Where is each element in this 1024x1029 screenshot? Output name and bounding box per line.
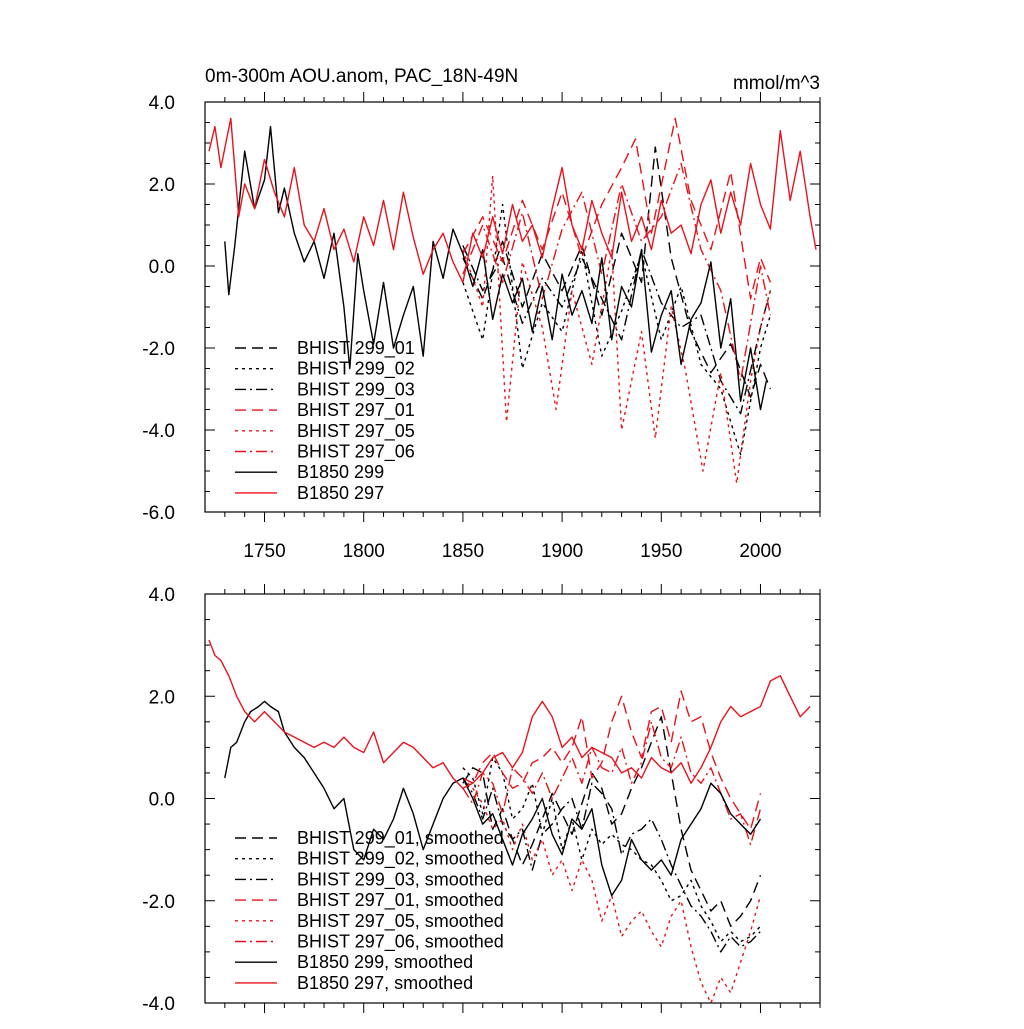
y-tick-label: -2.0 xyxy=(142,892,175,913)
series-line-b1850-297-smoothed xyxy=(208,639,811,789)
legend-label: BHIST 299_01, smoothed xyxy=(297,828,504,849)
series-line-bhist-297-06-smoothed xyxy=(462,721,762,846)
y-tick-label: -2.0 xyxy=(142,339,175,360)
top-panel-units: mmol/m^3 xyxy=(733,73,820,94)
legend-label: BHIST 297_06, smoothed xyxy=(297,932,504,953)
x-tick-label: 1850 xyxy=(442,541,484,562)
top-panel: 0m-300m AOU.anom, PAC_18N-49N mmol/m^3 -… xyxy=(142,66,821,562)
series-line-bhist-299-02 xyxy=(462,203,772,456)
legend-label: BHIST 299_02, smoothed xyxy=(297,849,504,870)
series-line-bhist-297-06 xyxy=(462,162,772,382)
legend-label: BHIST 299_03 xyxy=(297,379,415,400)
series-line-b1850-299 xyxy=(224,125,768,411)
legend-label: BHIST 299_03, smoothed xyxy=(297,869,504,890)
y-tick-label: -4.0 xyxy=(142,421,175,442)
legend-label: B1850 297, smoothed xyxy=(297,973,473,993)
y-tick-label: 0.0 xyxy=(149,257,175,278)
top-panel-title: 0m-300m AOU.anom, PAC_18N-49N xyxy=(205,66,518,87)
y-tick-label: 2.0 xyxy=(149,687,175,708)
series-line-bhist-299-01 xyxy=(462,146,772,398)
series-line-bhist-299-03 xyxy=(462,245,772,415)
legend-label: BHIST 297_05 xyxy=(297,421,415,442)
legend-label: BHIST 299_01 xyxy=(297,338,415,359)
x-tick-label: 2000 xyxy=(739,541,781,562)
x-tick-label: 1950 xyxy=(640,541,682,562)
legend-label: B1850 299, smoothed xyxy=(297,952,473,972)
y-tick-label: 4.0 xyxy=(149,93,175,114)
x-tick-label: 1900 xyxy=(541,541,583,562)
series-line-bhist-299-03-smoothed xyxy=(462,777,762,953)
legend-label: B1850 299 xyxy=(297,462,384,482)
series-line-b1850-297 xyxy=(208,117,817,284)
series-line-bhist-297-05 xyxy=(462,175,772,484)
legend-label: BHIST 297_06 xyxy=(297,442,415,463)
series-line-b1850-299-smoothed xyxy=(224,700,762,897)
y-tick-label: 0.0 xyxy=(149,790,175,811)
legend-label: BHIST 297_01, smoothed xyxy=(297,890,504,911)
y-tick-label: 2.0 xyxy=(149,175,175,196)
y-tick-label: -4.0 xyxy=(142,994,175,1015)
series-line-bhist-297-05-smoothed xyxy=(462,777,762,1004)
legend-label: B1850 297 xyxy=(297,483,384,503)
legend-label: BHIST 297_01 xyxy=(297,400,415,421)
series-line-bhist-297-01-smoothed xyxy=(462,690,762,830)
x-tick-label: 1750 xyxy=(243,541,285,562)
y-tick-label: -6.0 xyxy=(142,503,175,524)
series-line-bhist-297-01 xyxy=(462,117,772,300)
legend-label: BHIST 297_05, smoothed xyxy=(297,911,504,932)
y-tick-label: 4.0 xyxy=(149,585,175,606)
x-tick-label: 1800 xyxy=(343,541,385,562)
legend-label: BHIST 299_02 xyxy=(297,359,415,380)
